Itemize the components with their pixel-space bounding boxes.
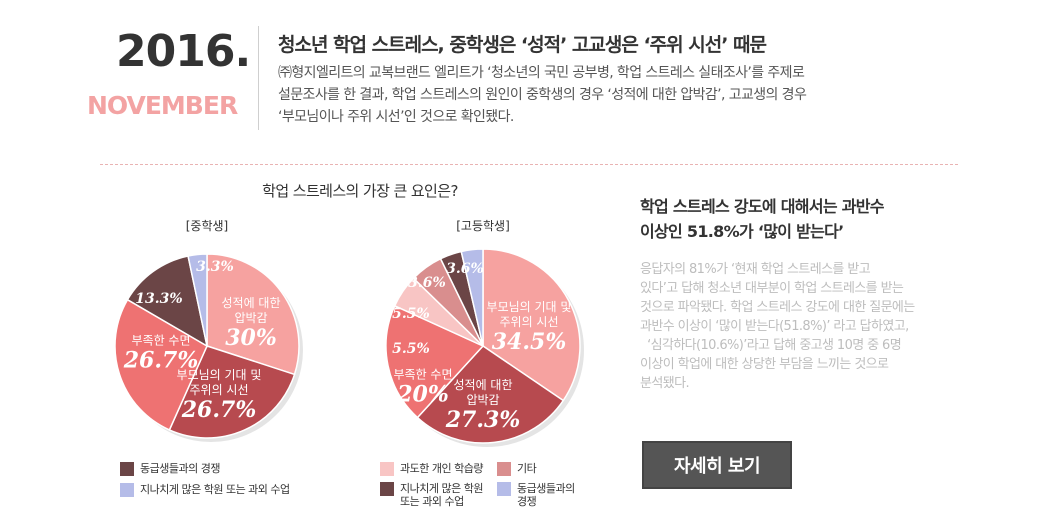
legend-item: 지나치게 많은 학원 또는 과외 수업 bbox=[380, 482, 483, 508]
date-month: NOVEMBER bbox=[87, 91, 238, 120]
legend-label: 과도한 개인 학습량 bbox=[400, 462, 483, 475]
slice-label: 성적에 대한 bbox=[453, 378, 512, 392]
legend-label: 지나치게 많은 학원 또는 과외 수업 bbox=[400, 482, 483, 508]
pie-slice bbox=[206, 253, 300, 376]
intro-line: 설문조사를 한 결과, 학업 스트레스의 원인이 중학생의 경우 ‘성적에 대한… bbox=[278, 87, 807, 103]
chart-question-title: 학업 스트레스의 가장 큰 요인은? bbox=[262, 182, 458, 200]
legend-item: 지나치게 많은 학원 또는 과외 수업 bbox=[120, 483, 290, 497]
slice-label: 부모님의 기대 및 bbox=[487, 300, 572, 314]
slice-value-label: 30% bbox=[225, 325, 277, 351]
stress-intensity-title: 학업 스트레스 강도에 대해서는 과반수 이상인 51.8%가 ‘많이 받는다’ bbox=[640, 194, 885, 244]
body-line: 과반수 이상이 ‘많이 받는다(51.8%)’ 라고 답하였고, bbox=[640, 319, 909, 334]
body-line: 것으로 파악됐다. 학업 스트레스 강도에 대한 질문에는 bbox=[640, 300, 915, 315]
pie-title: [중학생] bbox=[186, 219, 228, 233]
body-line: 분석됐다. bbox=[640, 376, 690, 391]
pie-slice bbox=[482, 248, 581, 402]
body-line: ‘심각하다(10.6%)’라고 답해 중고생 10명 중 6명 bbox=[640, 338, 902, 353]
pie-slice bbox=[385, 304, 485, 419]
slice-label: 성적에 대한 bbox=[221, 296, 280, 310]
body-line: 이상이 학업에 대한 상당한 부담을 느끼는 것으로 bbox=[640, 357, 889, 372]
slice-label: 주위의 시선 bbox=[189, 383, 248, 397]
legend-swatch bbox=[120, 462, 134, 476]
slice-value-label: 26.7% bbox=[181, 397, 257, 423]
pie-title: [고등학생] bbox=[456, 219, 510, 233]
headline: 청소년 학업 스트레스, 중학생은 ‘성적’ 고교생은 ‘주위 시선’ 때문 bbox=[278, 34, 767, 56]
date-year: 2016. bbox=[116, 26, 251, 77]
pie-slice bbox=[416, 345, 565, 444]
legend-item: 동급생들과의 경쟁 bbox=[120, 462, 220, 476]
slice-value-label: 27.3% bbox=[445, 407, 521, 433]
slice-value-label: 26.7% bbox=[123, 348, 199, 374]
title-line: 학업 스트레스 강도에 대해서는 과반수 bbox=[640, 197, 885, 216]
legend-label: 동급생들과의 경쟁 bbox=[517, 482, 575, 508]
slice-value-label: 34.5% bbox=[492, 329, 567, 355]
legend-label: 지나치게 많은 학원 또는 과외 수업 bbox=[140, 483, 290, 496]
slice-value-label: 13.3% bbox=[135, 291, 182, 307]
pie-slice bbox=[168, 345, 296, 439]
legend-item: 동급생들과의 경쟁 bbox=[497, 482, 575, 508]
pie-slice bbox=[460, 248, 484, 347]
legend-label: 동급생들과의 경쟁 bbox=[140, 462, 220, 475]
legend-swatch bbox=[120, 483, 134, 497]
intro-line: ㈜형지엘리트의 교복브랜드 엘리트가 ‘청소년의 국민 공부병, 학업 스트레스… bbox=[278, 65, 805, 81]
legend-swatch bbox=[380, 462, 394, 476]
body-line: 응답자의 81%가 ‘현재 학업 스트레스를 받고 bbox=[640, 262, 871, 277]
pie-slice bbox=[187, 253, 208, 347]
body-line: 있다’고 답해 청소년 대부분이 학업 스트레스를 받는 bbox=[640, 281, 904, 296]
intro-line: ‘부모님이나 주위 시선’인 것으로 확인됐다. bbox=[278, 109, 514, 125]
more-details-button[interactable]: 자세히 보기 bbox=[642, 441, 792, 489]
legend-swatch bbox=[497, 462, 511, 476]
title-line: 이상인 51.8%가 ‘많이 받는다’ bbox=[640, 222, 844, 241]
slice-label: 부모님의 기대 및 bbox=[177, 368, 262, 382]
slice-label: 압박감 bbox=[466, 393, 499, 407]
pie-slice bbox=[126, 255, 209, 348]
slice-label: 부족한 수면 bbox=[131, 334, 190, 348]
legend-item: 과도한 개인 학습량 bbox=[380, 462, 483, 476]
slice-value-label: 3.3% bbox=[196, 259, 234, 275]
legend-item: 기타 bbox=[497, 462, 537, 476]
slice-value-label: 5.5% bbox=[392, 341, 430, 357]
slice-value-label: 3.6% bbox=[446, 261, 484, 277]
intro-text: ㈜형지엘리트의 교복브랜드 엘리트가 ‘청소년의 국민 공부병, 학업 스트레스… bbox=[278, 62, 918, 128]
legend-swatch bbox=[497, 482, 511, 496]
pie-slice bbox=[114, 298, 208, 431]
slice-value-label: 20% bbox=[396, 382, 449, 408]
legend-swatch bbox=[380, 482, 394, 496]
slice-label: 주위의 시선 bbox=[499, 315, 558, 329]
slice-value-label: 5.5% bbox=[392, 306, 430, 322]
header-divider bbox=[258, 26, 259, 130]
legend-label: 기타 bbox=[517, 462, 537, 475]
slice-label: 압박감 bbox=[234, 311, 267, 325]
section-divider bbox=[100, 164, 958, 165]
slice-label: 부족한 수면 bbox=[393, 368, 452, 382]
slice-value-label: 3.6% bbox=[408, 275, 446, 291]
